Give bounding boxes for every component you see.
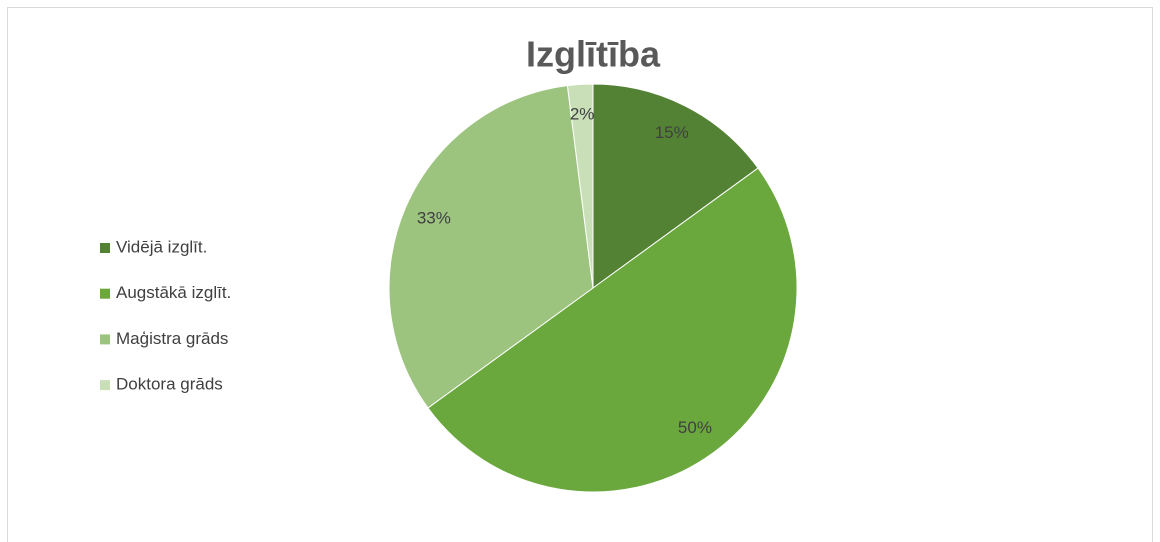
data-label: 2% [570,104,595,123]
data-label: 50% [678,418,712,437]
chart-title: Izglītība [526,34,661,75]
legend-label: Maģistra grāds [116,329,228,348]
pie-slice [388,85,594,409]
legend-swatch [100,334,110,345]
pie-slice [427,167,798,493]
legend-swatch [100,243,110,253]
data-label: 15% [655,123,689,142]
legend-label: Vidējā izglīt. [116,237,207,256]
legend-label: Augstākā izglīt. [116,283,231,302]
data-label: 33% [417,209,451,228]
legend-label: Doktora grāds [116,375,223,394]
legend-swatch [100,288,110,299]
pie-slice [592,83,759,289]
pie-slice [566,83,594,289]
legend-swatch [100,380,110,391]
